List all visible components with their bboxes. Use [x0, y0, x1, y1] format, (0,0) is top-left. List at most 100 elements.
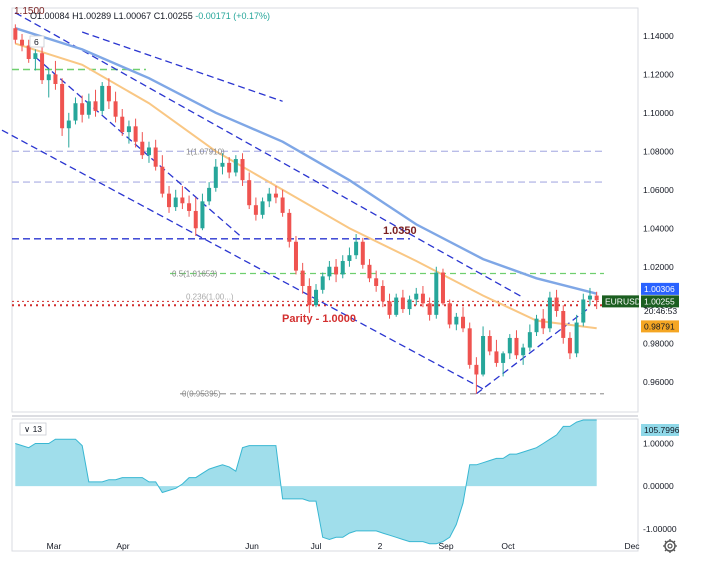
candle-body: [414, 293, 419, 300]
candle-body: [260, 201, 265, 215]
candle-body: [514, 337, 519, 356]
ohlc-legend: O1.00084 H1.00289 L1.00067 C1.00255 -0.0…: [30, 11, 270, 21]
channel-upper-line: [15, 12, 524, 299]
candle-body: [534, 318, 539, 333]
candle-body: [60, 83, 65, 129]
momentum-value-label: 105.7996: [644, 425, 680, 435]
candle-body: [501, 353, 506, 363]
candle-body: [527, 332, 532, 348]
candle-body: [380, 285, 385, 302]
price-tag-countdown: 20:46:53: [644, 306, 677, 316]
candle-body: [434, 272, 439, 315]
candle-body: [273, 193, 278, 198]
candle-body: [280, 197, 285, 213]
rising-trend-line: [475, 306, 591, 395]
indicator-badge: [29, 35, 45, 48]
candle-body: [100, 85, 105, 111]
time-tick-label: Oct: [501, 541, 515, 551]
candle-body: [360, 241, 365, 265]
price-pane-border: [11, 7, 639, 413]
candle-body: [53, 74, 58, 84]
candle-body: [167, 193, 172, 208]
open-value: O1.00084: [30, 11, 70, 21]
price-tag-box: [602, 295, 639, 308]
candle-body: [387, 301, 392, 315]
candle-body: [146, 147, 151, 156]
candle-body: [334, 266, 339, 275]
candle-body: [240, 159, 245, 181]
momentum-tick-label: -1.00000: [643, 524, 677, 534]
momentum-tick-label: 0.00000: [643, 481, 674, 491]
channel-top-line: [81, 31, 283, 102]
high-value: H1.00289: [72, 11, 112, 21]
candle-body: [46, 74, 51, 81]
fib-0-label: 0(0.95395): [182, 390, 221, 399]
indicator-label: 6: [34, 37, 39, 47]
candle-body: [307, 285, 312, 306]
fib-0236-label: 0.236(1.00...): [186, 292, 234, 301]
candle-body: [220, 162, 225, 167]
candle-body: [467, 328, 472, 365]
candle-body: [594, 295, 599, 301]
candle-body: [26, 45, 31, 59]
time-tick-label: Sep: [438, 541, 453, 551]
candle-body: [187, 203, 192, 211]
parity-label: Parity - 1.0000: [282, 313, 356, 325]
candle-body: [180, 197, 185, 204]
gear-icon[interactable]: [662, 538, 678, 554]
candle-body: [293, 241, 298, 271]
candle-body: [33, 53, 38, 59]
candle-body: [120, 116, 125, 133]
candle-body: [561, 311, 566, 338]
candle-body: [407, 299, 412, 310]
candle-body: [247, 180, 252, 206]
candle-body: [106, 85, 111, 102]
time-tick-label: Mar: [47, 541, 62, 551]
candle-body: [227, 162, 232, 173]
price-tick-label: 0.98000: [643, 339, 674, 349]
candle-body: [40, 53, 45, 81]
candle-body: [233, 159, 238, 173]
candle-body: [547, 297, 552, 329]
fib-1-label: 1(1.07910): [186, 147, 225, 156]
candle-body: [314, 289, 319, 306]
price-tag-symbol: EURUSD: [605, 296, 641, 306]
candle-body: [80, 103, 85, 115]
ma50-line: [14, 42, 597, 330]
channel-middle-line: [34, 56, 243, 239]
price-tag-box: [641, 320, 679, 333]
candle-body: [487, 336, 492, 352]
candle-body: [567, 337, 572, 354]
candle-body: [213, 166, 218, 188]
time-tick-label: Dec: [624, 541, 640, 551]
time-tick-label: Jun: [245, 541, 259, 551]
price-tick-label: 1.10000: [643, 108, 674, 118]
candle-body: [347, 255, 352, 261]
candle-body: [507, 337, 512, 354]
price-tick-label: 1.08000: [643, 146, 674, 156]
time-tick-label: Apr: [116, 541, 129, 551]
candle-body: [340, 260, 345, 275]
price-tick-label: 1.06000: [643, 185, 674, 195]
candle-body: [481, 336, 486, 375]
candle-body: [66, 120, 71, 129]
price-tick-label: 1.12000: [643, 69, 674, 79]
candle-body: [173, 197, 178, 208]
momentum-label: ∨ 13: [24, 424, 42, 434]
channel-lower-line: [1, 129, 484, 390]
candle-body: [200, 201, 205, 229]
candle-body: [160, 166, 165, 194]
candle-body: [320, 276, 325, 290]
candle-body: [447, 303, 452, 325]
time-tick-label: Jul: [311, 541, 322, 551]
candle-body: [461, 316, 466, 329]
momentum-badge: [19, 422, 47, 436]
candle-body: [454, 316, 459, 325]
candle-body: [193, 210, 198, 229]
candle-body: [153, 147, 158, 167]
candle-body: [420, 293, 425, 304]
candle-body: [207, 187, 212, 202]
momentum-value-box: [641, 424, 679, 436]
